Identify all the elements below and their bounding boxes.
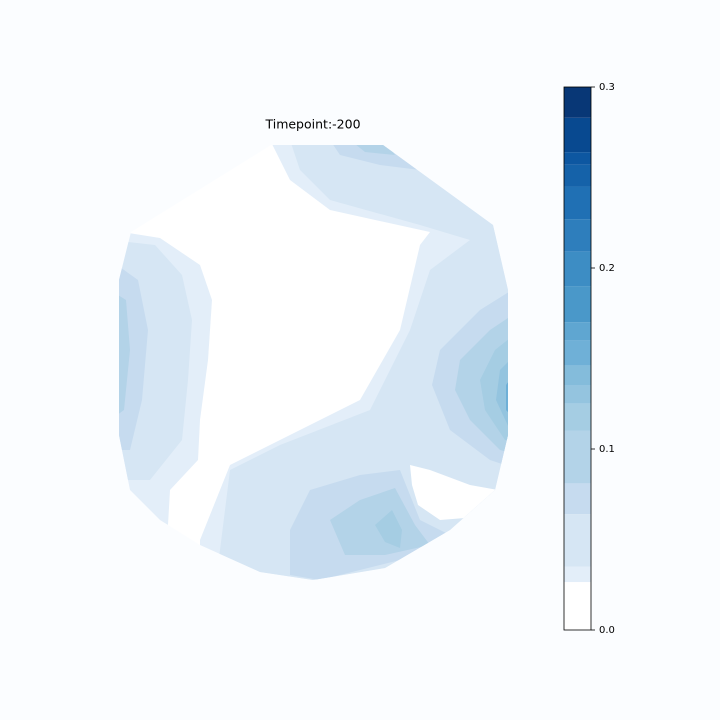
colorbar-segment <box>564 582 591 630</box>
contour-region <box>410 465 498 520</box>
colorbar-segment <box>564 251 591 287</box>
topomap <box>119 145 508 580</box>
colorbar-segment <box>564 322 591 341</box>
colorbar-segment <box>564 219 591 252</box>
colorbar-segment <box>564 483 591 515</box>
colorbar-segment <box>564 152 591 165</box>
colorbar-segment <box>564 340 591 366</box>
colorbar-frame <box>563 86 592 631</box>
colorbar-segment <box>564 385 591 404</box>
contour-region <box>375 510 402 548</box>
colorbar-tick-label: 0.1 <box>599 444 615 455</box>
colorbar-segment <box>564 87 591 118</box>
colorbar-segment <box>564 403 591 431</box>
contour-region <box>119 290 130 420</box>
colorbar-segment <box>564 164 591 187</box>
colorbar-segment <box>564 430 591 484</box>
colorbar-segment <box>564 286 591 323</box>
contour-region <box>350 145 395 155</box>
colorbar-tick-label: 0.0 <box>599 625 615 636</box>
colorbar-segment <box>564 186 591 220</box>
colorbar-tick-label: 0.3 <box>599 82 615 93</box>
colorbar-segment <box>564 365 591 386</box>
colorbar-segment <box>564 514 591 567</box>
contour-region <box>496 350 508 430</box>
colorbar-segment <box>564 566 591 583</box>
chart-title: Timepoint:-200 <box>264 117 360 132</box>
colorbar-tick-label: 0.2 <box>599 263 615 274</box>
colorbar-segment <box>564 117 591 153</box>
colorbar: 0.0 0.1 0.2 0.3 <box>563 82 615 636</box>
